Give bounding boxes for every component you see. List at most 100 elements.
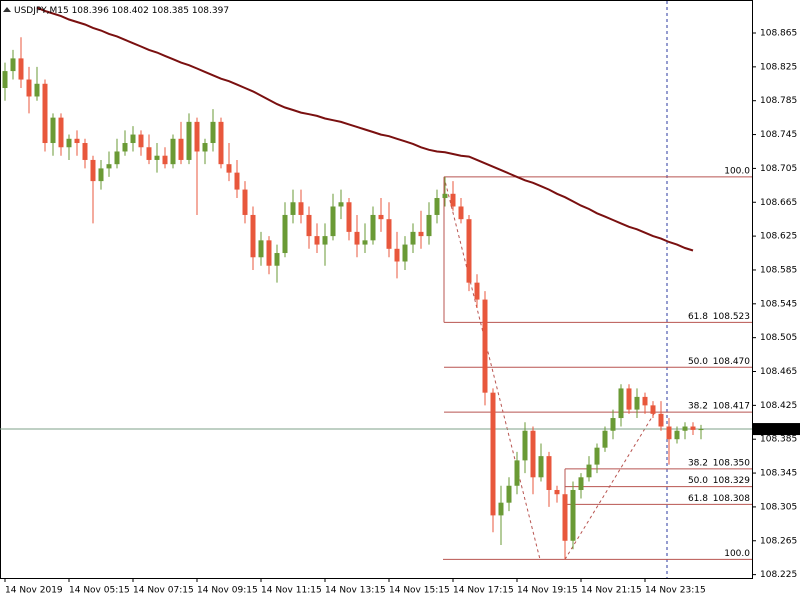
candle-body [682, 426, 688, 431]
candle-body [626, 388, 632, 410]
candle-body [122, 143, 128, 152]
fib-level-name: 100.0 [724, 166, 750, 176]
candle-body [194, 121, 200, 152]
candle-body [50, 117, 56, 144]
candle-body [66, 138, 72, 148]
fib-price: 108.329 [713, 476, 750, 486]
y-tick-label: 108.625 [760, 232, 797, 242]
candle-body [370, 214, 376, 241]
fib-price: 108.470 [713, 357, 750, 367]
candle-body [146, 147, 152, 160]
candle-body [82, 143, 88, 160]
symbol: USDJPY,M15 [14, 6, 69, 16]
y-tick-label: 108.225 [760, 570, 797, 580]
candle-body [330, 206, 336, 237]
candle-body [154, 155, 160, 160]
candle-body [650, 405, 656, 414]
x-tick-label: 14 Nov 19:15 [517, 586, 578, 596]
y-tick-label: 108.545 [760, 299, 797, 309]
x-tick-label: 14 Nov 15:15 [389, 586, 450, 596]
candle-body [570, 489, 576, 541]
candle-body [242, 189, 248, 215]
y-tick-label: 108.785 [760, 96, 797, 106]
candle-body [594, 447, 600, 465]
candle-body [602, 430, 608, 448]
candle-body [410, 231, 416, 245]
candle-body [546, 456, 552, 490]
candle-body [42, 83, 48, 144]
candle-body [482, 299, 488, 393]
candle-body [474, 282, 480, 300]
candle-body [10, 58, 16, 72]
candle-body [578, 477, 584, 490]
fib-level-name: 61.8 [688, 494, 708, 504]
candle-body [162, 155, 168, 165]
y-tick-label: 108.345 [760, 469, 797, 479]
candle-body [34, 83, 40, 97]
candle-body [418, 231, 424, 237]
candle-body [498, 502, 504, 516]
candle-body [538, 456, 544, 478]
candle-body [98, 168, 104, 182]
candle-body [354, 231, 360, 245]
x-tick-label: 14 Nov 2019 [5, 586, 63, 596]
y-tick-label: 108.465 [760, 367, 797, 377]
x-tick-label: 14 Nov 09:15 [197, 586, 258, 596]
candle-body [394, 248, 400, 262]
candle-body [530, 430, 536, 478]
fib-price: 108.417 [713, 402, 750, 412]
chart-layer: 100.0 61.8 108.523 50.0 108.470 38.2 108.417 38… [0, 6, 752, 560]
candle-body [618, 388, 624, 419]
candle-body [298, 202, 304, 215]
candle-body [346, 202, 352, 232]
candle-body [490, 392, 496, 516]
candle-body [314, 236, 320, 245]
candle-body [514, 460, 520, 486]
fib-level-name: 38.2 [688, 458, 708, 468]
y-tick-label: 108.665 [760, 198, 797, 208]
y-tick-label: 108.505 [760, 333, 797, 343]
x-tick-label: 14 Nov 23:15 [645, 586, 706, 596]
candle-body [2, 71, 8, 89]
fib-price: 108.350 [713, 458, 750, 468]
candle-body [114, 151, 120, 165]
plot-frame [0, 0, 753, 579]
x-tick-label: 14 Nov 21:15 [581, 586, 642, 596]
candle-body [202, 143, 208, 152]
fib-level-name: 38.2 [688, 402, 708, 412]
candle-body [26, 79, 32, 97]
header-open: 108.396 [72, 6, 109, 16]
candle-body [562, 494, 568, 541]
candle-body [282, 214, 288, 254]
y-tick-label: 108.865 [760, 29, 797, 39]
candle-body [170, 138, 176, 165]
y-tick-label: 108.825 [760, 62, 797, 72]
fib-level-name: 61.8 [688, 312, 708, 322]
candle-body [234, 172, 240, 190]
y-tick-label: 108.745 [760, 130, 797, 140]
candle-body [362, 240, 368, 245]
candle-body [674, 430, 680, 440]
candle-body [290, 202, 296, 215]
candle-body [74, 138, 80, 144]
candle-body [250, 214, 256, 258]
candle-body [274, 253, 280, 266]
candle-body [106, 164, 112, 169]
candle-body [458, 206, 464, 220]
header-close: 108.397 [192, 6, 229, 16]
fib-price: 108.523 [713, 312, 750, 322]
y-tick-label: 108.385 [760, 435, 797, 445]
candle-body [506, 485, 512, 503]
fib-level-name: 100.0 [724, 549, 750, 559]
candle-body [218, 121, 224, 165]
candle-body [338, 202, 344, 207]
candle-body [186, 121, 192, 160]
candle-body [18, 58, 24, 80]
symbol-icon [3, 7, 11, 12]
x-tick-label: 14 Nov 13:15 [325, 586, 386, 596]
y-tick-label: 108.585 [760, 265, 797, 275]
fib-level-name: 50.0 [688, 357, 708, 367]
price-tag [752, 423, 800, 436]
